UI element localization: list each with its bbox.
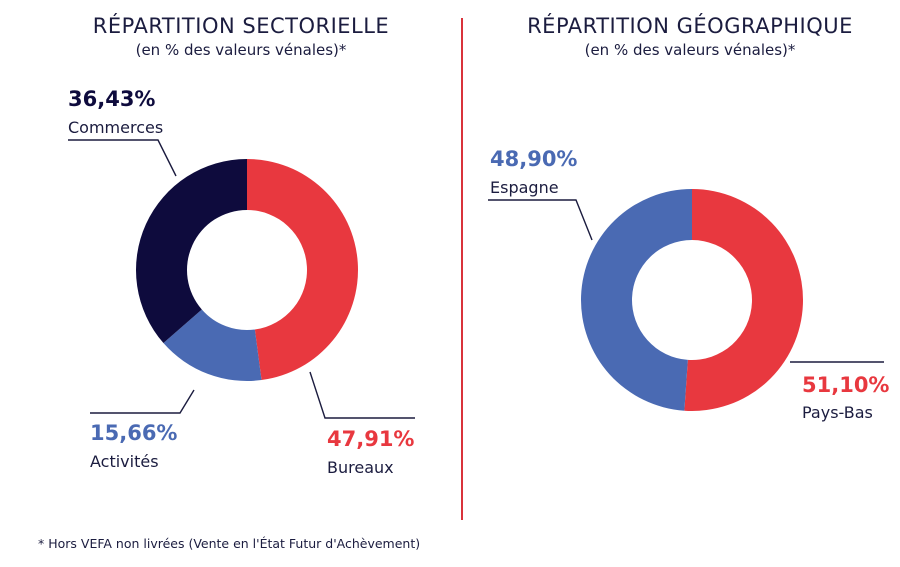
donut-slice-pays-bas bbox=[684, 189, 803, 411]
geo-chart-title: RÉPARTITION GÉOGRAPHIQUE bbox=[527, 13, 853, 38]
donut-slice-activit-s bbox=[163, 309, 262, 382]
geo-chart-subtitle: (en % des valeurs vénales)* bbox=[585, 41, 796, 59]
espagne-category-label: Espagne bbox=[490, 178, 559, 197]
commerces-value-label: 36,43% bbox=[68, 87, 155, 111]
activites-category-label: Activités bbox=[90, 452, 159, 471]
geo-donut bbox=[580, 189, 803, 411]
sector-donut bbox=[136, 159, 359, 382]
footnote: * Hors VEFA non livrées (Vente en l'État… bbox=[38, 536, 420, 551]
espagne-leader-line bbox=[488, 199, 593, 241]
donut-slice-commerces bbox=[136, 159, 247, 344]
commerces-category-label: Commerces bbox=[68, 118, 163, 137]
commerces-leader-line bbox=[68, 139, 177, 177]
activites-value-label: 15,66% bbox=[90, 421, 177, 445]
donut-slice-espagne bbox=[580, 189, 692, 411]
bureaux-category-label: Bureaux bbox=[327, 458, 394, 477]
espagne-value-label: 48,90% bbox=[490, 147, 577, 171]
sector-chart-title: RÉPARTITION SECTORIELLE bbox=[93, 13, 389, 38]
sector-chart-subtitle: (en % des valeurs vénales)* bbox=[136, 41, 347, 59]
donut-slice-bureaux bbox=[247, 159, 359, 381]
paysbas-category-label: Pays-Bas bbox=[802, 403, 873, 422]
bureaux-leader-line bbox=[309, 371, 415, 419]
activites-leader-line bbox=[90, 389, 195, 414]
bureaux-value-label: 47,91% bbox=[327, 427, 414, 451]
paysbas-value-label: 51,10% bbox=[802, 373, 889, 397]
